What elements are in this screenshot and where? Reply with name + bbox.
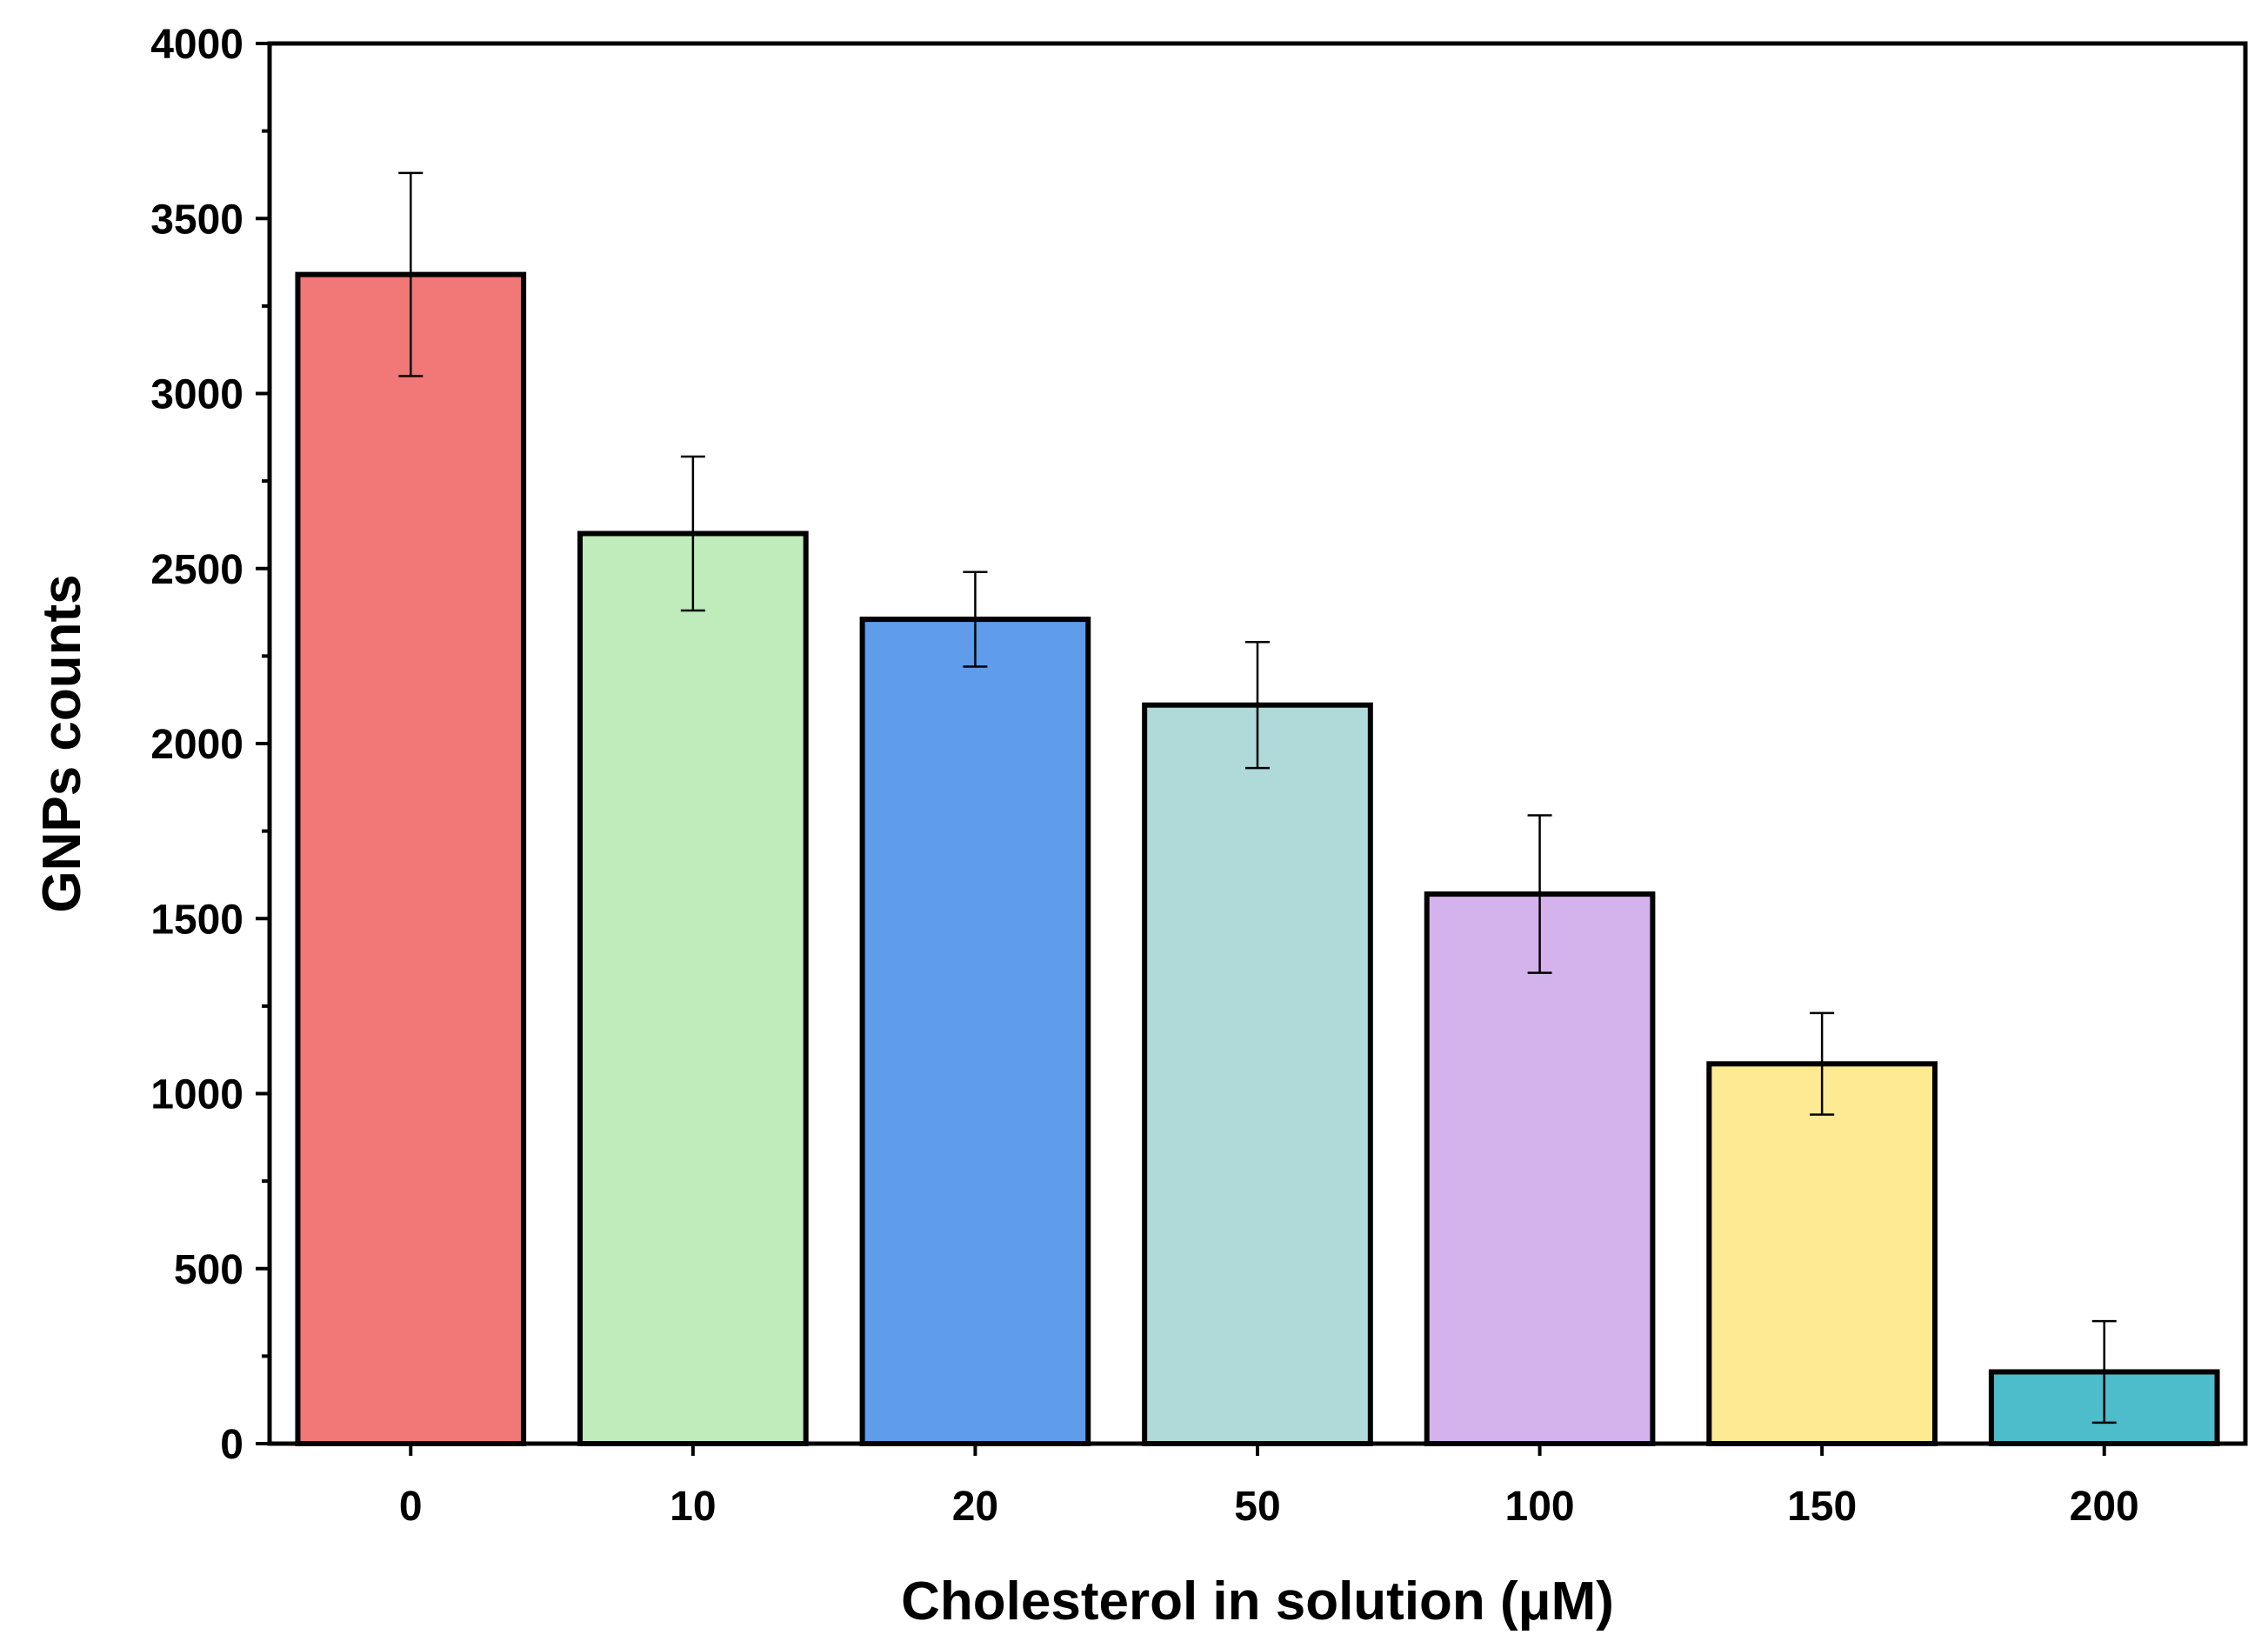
x-tick-label-100: 100 (1505, 1484, 1575, 1530)
x-axis-title: Cholesterol in solution (μM) (901, 1571, 1614, 1631)
x-tick-label-0: 0 (399, 1484, 423, 1530)
bars (295, 271, 2220, 1447)
y-tick-label-1500: 1500 (150, 897, 243, 943)
y-axis-title: GNPs counts (32, 574, 92, 912)
y-tick-label-3500: 3500 (150, 197, 243, 243)
x-tick-label-10: 10 (670, 1484, 716, 1530)
x-tick-label-200: 200 (2070, 1484, 2139, 1530)
x-tick-label-20: 20 (952, 1484, 998, 1530)
y-tick-label-3000: 3000 (150, 372, 243, 418)
bar-150 (1706, 1061, 1938, 1446)
y-tick-label-0: 0 (220, 1422, 243, 1468)
bar-10 (577, 530, 809, 1446)
y-tick-label-2500: 2500 (150, 547, 243, 593)
error-bars (398, 171, 2117, 1424)
bar-50 (1142, 702, 1373, 1446)
x-axis: 0 10 20 50 100 150 200 (399, 1444, 2139, 1530)
bar-20 (859, 617, 1091, 1446)
bar-100 (1424, 891, 1656, 1446)
x-tick-label-50: 50 (1234, 1484, 1280, 1530)
x-tick-label-150: 150 (1787, 1484, 1857, 1530)
y-tick-label-2000: 2000 (150, 722, 243, 768)
bar-0 (295, 271, 527, 1446)
y-tick-label-500: 500 (174, 1247, 243, 1293)
y-tick-label-4000: 4000 (150, 22, 243, 68)
y-tick-label-1000: 1000 (150, 1072, 243, 1118)
y-axis: 0 500 1000 1500 2000 2500 3000 3500 4000 (150, 22, 270, 1468)
